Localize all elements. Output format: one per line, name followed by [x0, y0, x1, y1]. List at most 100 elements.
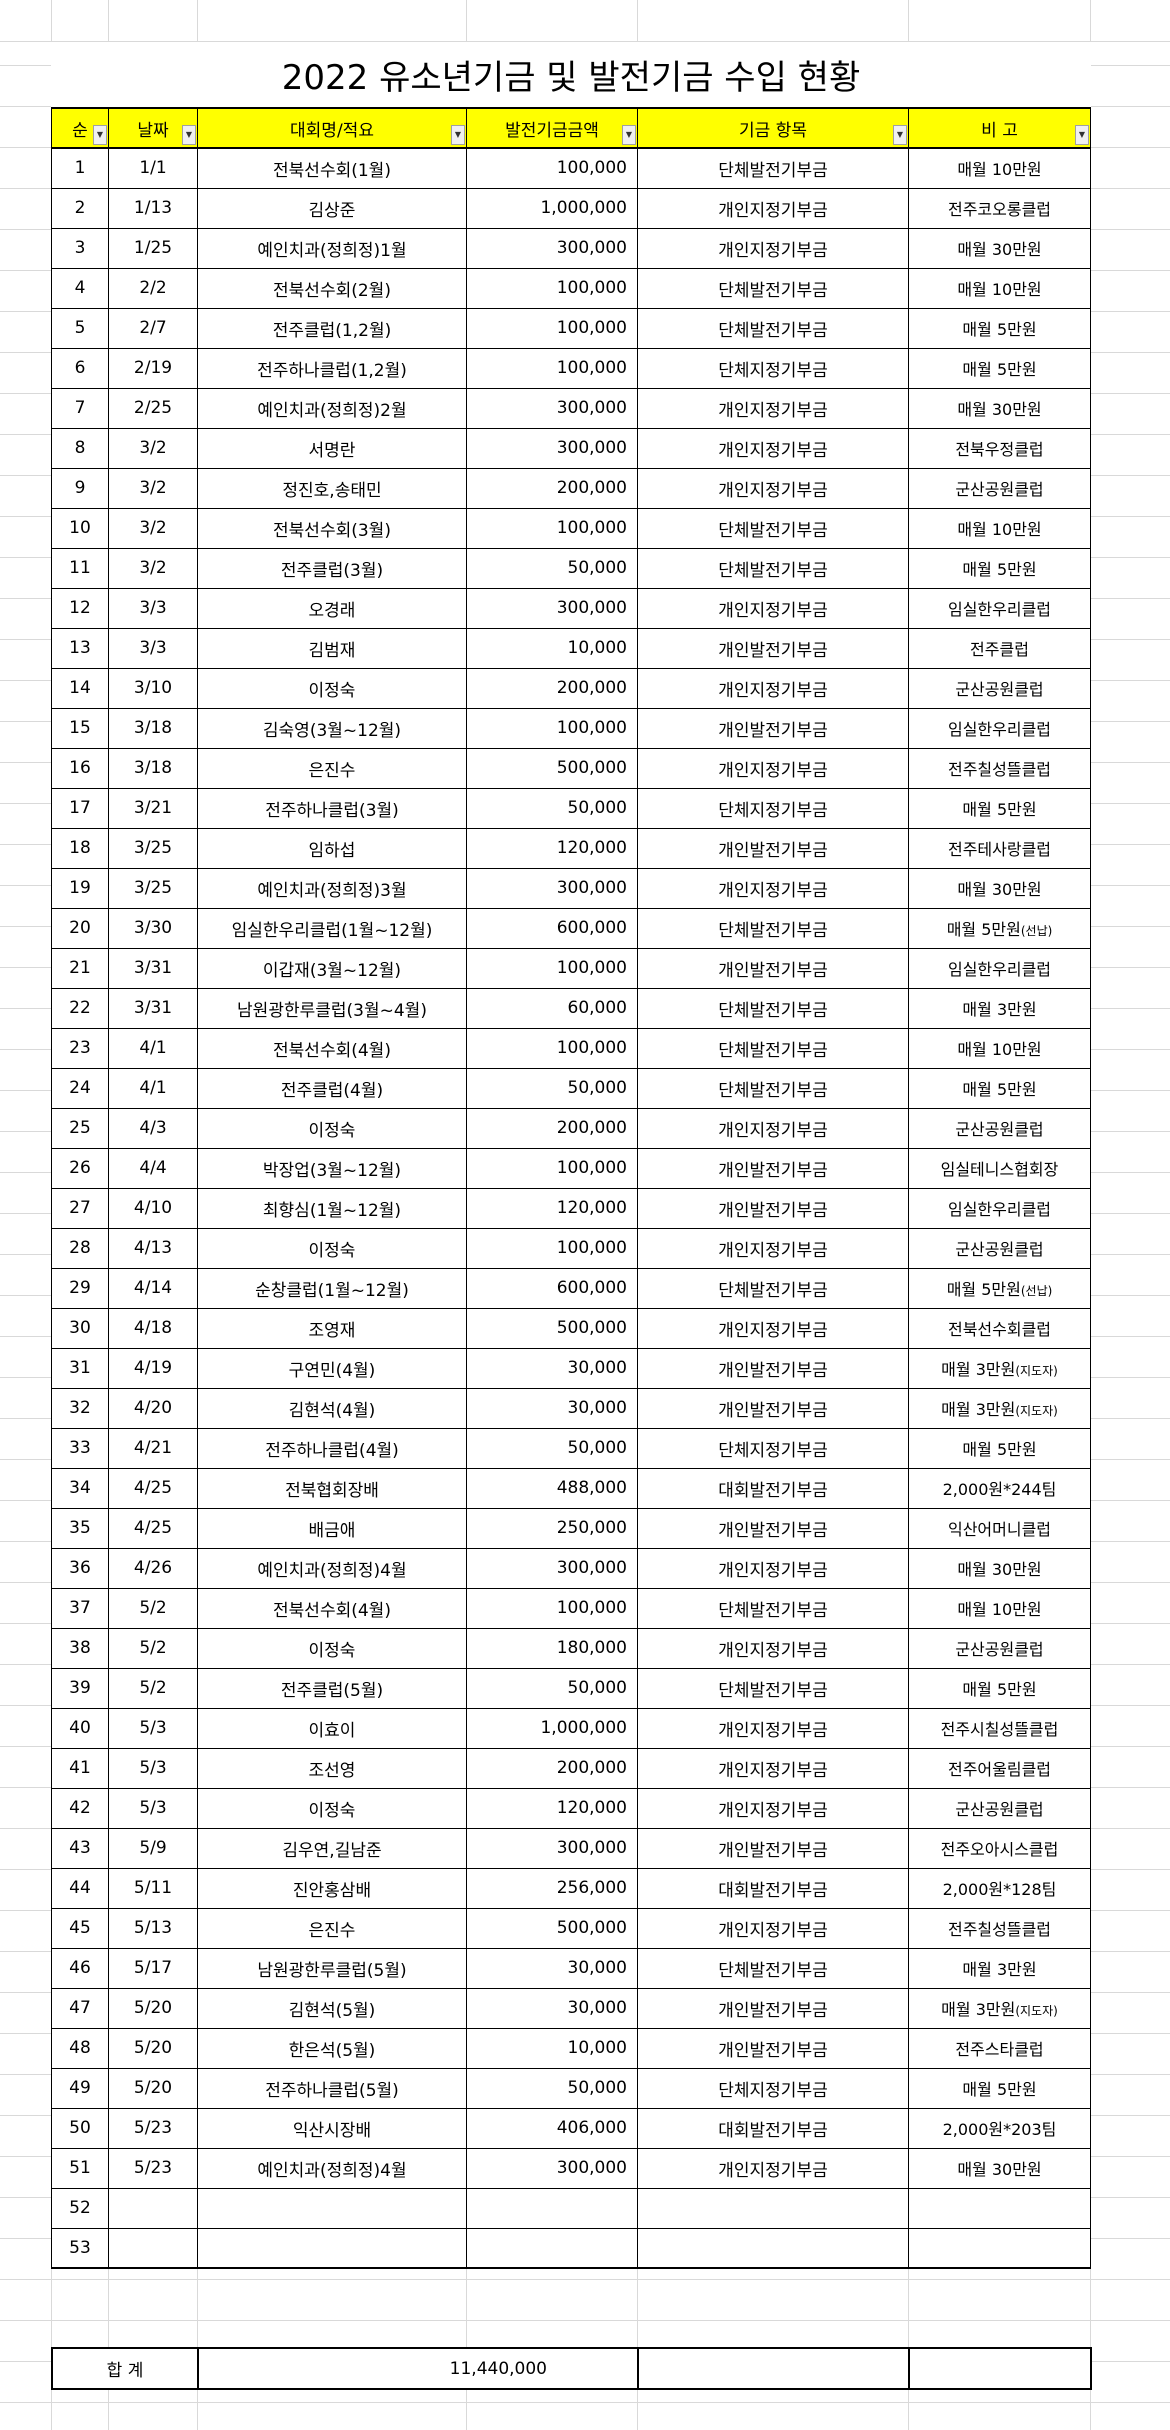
cell-date[interactable]: 5/17 — [108, 1947, 198, 1989]
cell-no[interactable]: 34 — [51, 1467, 109, 1509]
cell-date[interactable]: 4/3 — [108, 1107, 198, 1149]
cell-description[interactable]: 전주하나클럽(3월) — [197, 787, 467, 829]
cell-remarks[interactable]: 매월 30만원 — [908, 867, 1091, 909]
cell-description[interactable]: 이정숙 — [197, 667, 467, 709]
cell-amount[interactable]: 500,000 — [466, 747, 638, 789]
cell-amount[interactable]: 120,000 — [466, 827, 638, 869]
cell-date[interactable]: 1/25 — [108, 227, 198, 269]
cell-remarks[interactable]: 전북선수회클럽 — [908, 1307, 1091, 1349]
cell-description[interactable]: 이정숙 — [197, 1107, 467, 1149]
cell-no[interactable]: 48 — [51, 2027, 109, 2069]
cell-amount[interactable]: 200,000 — [466, 467, 638, 509]
cell-fund-type[interactable]: 단체발전기부금 — [637, 547, 909, 589]
cell-fund-type[interactable]: 단체발전기부금 — [637, 1587, 909, 1629]
cell-date[interactable]: 2/19 — [108, 347, 198, 389]
cell-date[interactable]: 4/4 — [108, 1147, 198, 1189]
cell-fund-type[interactable]: 개인지정기부금 — [637, 747, 909, 789]
cell-fund-type[interactable]: 개인발전기부금 — [637, 1347, 909, 1389]
cell-description[interactable]: 전북선수회(1월) — [197, 147, 467, 189]
cell-amount[interactable]: 50,000 — [466, 787, 638, 829]
cell-no[interactable]: 35 — [51, 1507, 109, 1549]
cell-remarks[interactable]: 군산공원클럽 — [908, 1107, 1091, 1149]
cell-description[interactable]: 서명란 — [197, 427, 467, 469]
filter-dropdown-icon[interactable]: ▼ — [93, 125, 107, 145]
cell-description[interactable]: 진안홍삼배 — [197, 1867, 467, 1909]
cell-amount[interactable]: 500,000 — [466, 1307, 638, 1349]
cell-description[interactable]: 한은석(5월) — [197, 2027, 467, 2069]
cell-amount[interactable]: 10,000 — [466, 627, 638, 669]
cell-amount[interactable]: 300,000 — [466, 387, 638, 429]
cell-no[interactable]: 33 — [51, 1427, 109, 1469]
cell-date[interactable]: 4/25 — [108, 1467, 198, 1509]
cell-amount[interactable]: 406,000 — [466, 2107, 638, 2149]
cell-fund-type[interactable]: 단체발전기부금 — [637, 307, 909, 349]
cell-fund-type[interactable]: 개인발전기부금 — [637, 947, 909, 989]
cell-no[interactable]: 15 — [51, 707, 109, 749]
column-header-fund-type[interactable]: 기금 항목 ▼ — [637, 107, 909, 149]
cell-remarks[interactable]: 매월 10만원 — [908, 147, 1091, 189]
cell-amount[interactable]: 200,000 — [466, 1107, 638, 1149]
cell-remarks[interactable]: 매월 3만원(지도자) — [908, 1387, 1091, 1429]
cell-remarks[interactable] — [908, 2187, 1091, 2229]
cell-description[interactable]: 예인치과(정희정)4월 — [197, 1547, 467, 1589]
cell-description[interactable]: 김상준 — [197, 187, 467, 229]
cell-fund-type[interactable]: 대회발전기부금 — [637, 1467, 909, 1509]
cell-remarks[interactable]: 2,000원*203팀 — [908, 2107, 1091, 2149]
cell-no[interactable]: 20 — [51, 907, 109, 949]
cell-date[interactable]: 3/10 — [108, 667, 198, 709]
cell-description[interactable]: 전주클럽(1,2월) — [197, 307, 467, 349]
cell-no[interactable]: 1 — [51, 147, 109, 189]
cell-amount[interactable] — [466, 2227, 638, 2269]
cell-amount[interactable]: 100,000 — [466, 147, 638, 189]
cell-fund-type[interactable] — [637, 2187, 909, 2229]
cell-date[interactable]: 5/20 — [108, 1987, 198, 2029]
cell-date[interactable]: 4/21 — [108, 1427, 198, 1469]
cell-no[interactable]: 39 — [51, 1667, 109, 1709]
cell-date[interactable]: 4/10 — [108, 1187, 198, 1229]
cell-remarks[interactable]: 전주어울림클럽 — [908, 1747, 1091, 1789]
cell-no[interactable]: 44 — [51, 1867, 109, 1909]
cell-amount[interactable]: 120,000 — [466, 1787, 638, 1829]
cell-amount[interactable]: 50,000 — [466, 547, 638, 589]
cell-no[interactable]: 4 — [51, 267, 109, 309]
cell-description[interactable]: 남원광한루클럽(3월~4월) — [197, 987, 467, 1029]
cell-date[interactable]: 3/3 — [108, 587, 198, 629]
cell-fund-type[interactable]: 단체발전기부금 — [637, 1027, 909, 1069]
cell-remarks[interactable]: 전주클럽 — [908, 627, 1091, 669]
cell-fund-type[interactable]: 개인지정기부금 — [637, 2147, 909, 2189]
cell-fund-type[interactable]: 단체발전기부금 — [637, 267, 909, 309]
cell-description[interactable]: 예인치과(정희정)1월 — [197, 227, 467, 269]
cell-date[interactable]: 3/18 — [108, 707, 198, 749]
cell-fund-type[interactable]: 대회발전기부금 — [637, 1867, 909, 1909]
cell-description[interactable]: 박장업(3월~12월) — [197, 1147, 467, 1189]
cell-fund-type[interactable]: 단체발전기부금 — [637, 1067, 909, 1109]
cell-fund-type[interactable]: 개인지정기부금 — [637, 467, 909, 509]
cell-description[interactable]: 이정숙 — [197, 1787, 467, 1829]
cell-remarks[interactable]: 매월 3만원 — [908, 987, 1091, 1029]
cell-amount[interactable]: 120,000 — [466, 1187, 638, 1229]
cell-fund-type[interactable]: 개인발전기부금 — [637, 827, 909, 869]
cell-amount[interactable]: 300,000 — [466, 587, 638, 629]
cell-date[interactable]: 3/31 — [108, 947, 198, 989]
cell-fund-type[interactable]: 개인지정기부금 — [637, 187, 909, 229]
filter-dropdown-icon[interactable]: ▼ — [451, 125, 465, 145]
cell-date[interactable]: 5/3 — [108, 1747, 198, 1789]
cell-fund-type[interactable]: 단체발전기부금 — [637, 907, 909, 949]
cell-description[interactable]: 남원광한루클럽(5월) — [197, 1947, 467, 1989]
cell-description[interactable]: 김범재 — [197, 627, 467, 669]
cell-description[interactable]: 이효이 — [197, 1707, 467, 1749]
cell-remarks[interactable]: 임실한우리클럽 — [908, 707, 1091, 749]
cell-no[interactable]: 9 — [51, 467, 109, 509]
cell-date[interactable]: 5/20 — [108, 2067, 198, 2109]
cell-description[interactable]: 구연민(4월) — [197, 1347, 467, 1389]
cell-no[interactable]: 12 — [51, 587, 109, 629]
cell-description[interactable]: 예인치과(정희정)3월 — [197, 867, 467, 909]
cell-fund-type[interactable]: 단체지정기부금 — [637, 347, 909, 389]
cell-amount[interactable]: 200,000 — [466, 1747, 638, 1789]
cell-date[interactable]: 4/26 — [108, 1547, 198, 1589]
cell-amount[interactable]: 100,000 — [466, 267, 638, 309]
cell-description[interactable]: 전주하나클럽(4월) — [197, 1427, 467, 1469]
cell-date[interactable]: 5/23 — [108, 2147, 198, 2189]
cell-description[interactable] — [197, 2227, 467, 2269]
cell-date[interactable]: 3/25 — [108, 867, 198, 909]
